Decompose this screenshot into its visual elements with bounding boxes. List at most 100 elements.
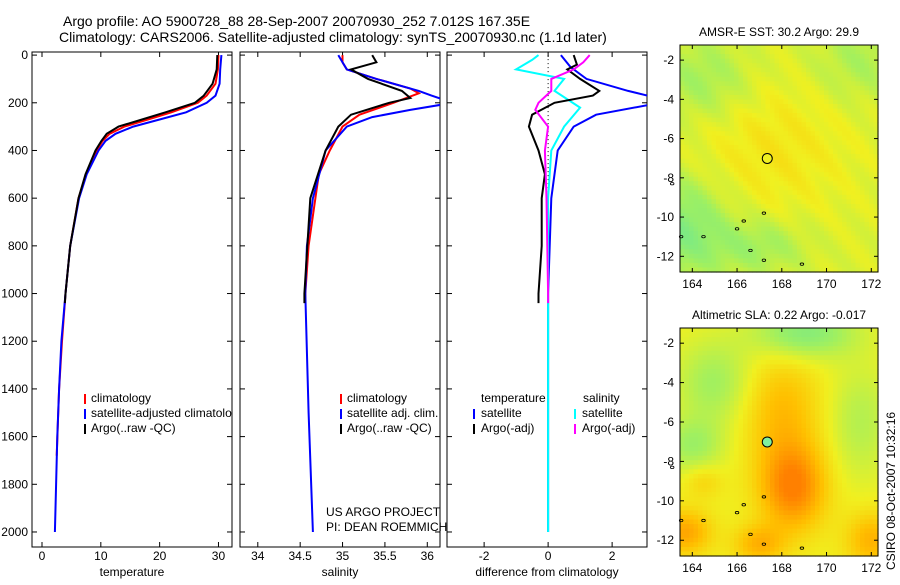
map-cell <box>810 359 816 366</box>
map-cell <box>689 410 695 416</box>
map-cell <box>698 131 704 137</box>
map-cell <box>689 533 695 539</box>
map-cell <box>801 235 807 241</box>
map-cell <box>680 181 686 187</box>
map-cell <box>770 337 776 343</box>
map-cell <box>806 67 812 73</box>
map-cell <box>711 222 717 228</box>
map-cell <box>815 158 821 164</box>
map-cell <box>689 72 695 78</box>
map-cell <box>711 199 717 205</box>
map-cell <box>765 131 771 137</box>
map-cell <box>806 432 812 439</box>
map-cell <box>837 432 843 439</box>
map-cell <box>765 542 771 548</box>
map-cell <box>716 108 722 114</box>
map-cell <box>747 359 753 366</box>
map-cell <box>770 99 776 105</box>
map-cell <box>851 455 857 461</box>
map-cell <box>756 350 762 356</box>
map-cell <box>752 67 758 73</box>
map-cell <box>806 217 812 223</box>
map-cell <box>707 519 713 525</box>
map-cell <box>788 235 794 241</box>
map-cell <box>738 76 744 82</box>
map-cell <box>747 542 753 548</box>
map-cell <box>779 222 785 228</box>
map-cell <box>783 244 789 250</box>
map-cell <box>720 212 726 219</box>
map-cell <box>801 496 807 502</box>
map-cell <box>693 212 699 219</box>
map-cell <box>756 54 762 60</box>
map-cell <box>707 176 713 182</box>
map-cell <box>792 487 798 493</box>
map-cell <box>756 546 762 553</box>
map-cell <box>680 446 686 452</box>
map-cell <box>873 108 879 114</box>
map-cell <box>707 90 713 96</box>
map-cell <box>693 158 699 164</box>
map-cell <box>716 496 722 502</box>
map-cell <box>864 67 870 73</box>
map-cell <box>837 419 843 425</box>
map-cell <box>711 405 717 411</box>
map-cell <box>869 222 875 228</box>
map-cell <box>869 446 875 452</box>
map-cell <box>765 190 771 196</box>
map-cell <box>873 460 879 466</box>
map-cell <box>810 373 816 379</box>
map-cell <box>842 226 848 232</box>
map-cell <box>824 85 830 91</box>
map-cell <box>729 181 735 187</box>
map-cell <box>689 126 695 132</box>
map-cell <box>680 423 686 429</box>
map-cell <box>747 437 753 443</box>
map-cell <box>819 514 825 521</box>
map-cell <box>864 359 870 366</box>
map-cell <box>792 400 798 407</box>
map-cell <box>765 226 771 232</box>
map-cell <box>869 519 875 525</box>
map-cell <box>711 501 717 507</box>
map-cell <box>702 341 708 347</box>
map-cell <box>855 487 861 493</box>
map-cell <box>725 514 731 521</box>
map-cell <box>698 469 704 475</box>
map-cell <box>716 208 722 214</box>
map-cell <box>842 222 848 228</box>
map-cell <box>801 505 807 511</box>
map-cell <box>734 414 740 420</box>
map-cell <box>833 90 839 96</box>
map-cell <box>716 163 722 169</box>
map-cell <box>792 437 798 443</box>
map-cell <box>761 117 767 123</box>
map-cell <box>761 496 767 502</box>
map-cell <box>869 144 875 151</box>
map-cell <box>734 94 740 101</box>
y-tick-label: 0 <box>21 48 28 62</box>
map-cell <box>707 81 713 87</box>
map-cell <box>698 501 704 507</box>
map-cell <box>774 400 780 407</box>
map-cell <box>842 492 848 498</box>
map-cell <box>792 328 798 334</box>
map-cell <box>815 478 821 484</box>
map-cell <box>729 378 735 384</box>
map-cell <box>707 208 713 214</box>
map-cell <box>833 346 839 352</box>
map-cell <box>855 67 861 73</box>
map-cell <box>810 262 816 269</box>
map-cell <box>729 537 735 543</box>
map-cell <box>774 446 780 452</box>
map-cell <box>842 501 848 507</box>
map-cell <box>846 244 852 250</box>
map-cell <box>747 222 753 228</box>
map-cell <box>860 346 866 352</box>
map-cell <box>851 414 857 420</box>
map-cell <box>738 190 744 196</box>
map-cell <box>842 369 848 375</box>
map-cell <box>680 396 686 402</box>
map-cell <box>797 249 803 255</box>
map-cell <box>819 222 825 228</box>
